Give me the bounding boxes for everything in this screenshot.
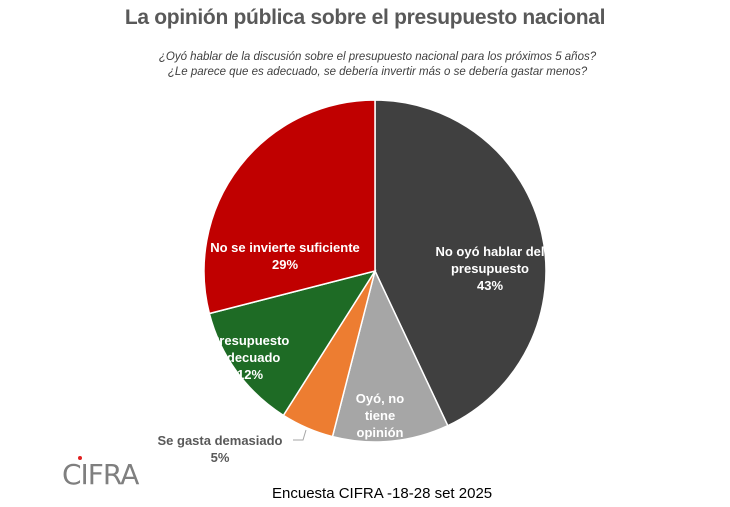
slice-value-label: 43%	[476, 278, 504, 293]
leader-line	[293, 429, 307, 441]
slice-label-text: No se invierte suficiente	[210, 240, 360, 255]
slice-value-label: 5%	[210, 450, 230, 465]
slice-label-text: Presupuesto adecuado	[210, 333, 290, 365]
slice-label-adecuado: Presupuesto adecuado 12%	[205, 332, 295, 383]
slice-label-no-oyo: No oyó hablar del presupuesto 43%	[420, 243, 560, 294]
slice-label-text: No oyó hablar del presupuesto	[435, 244, 545, 276]
chart-title: La opinión pública sobre el presupuesto …	[124, 6, 606, 29]
slice-label-sin-opinion: Oyó, no tiene opinión 11%	[330, 390, 430, 458]
pie-slice-4	[203, 99, 376, 315]
cifra-logo: CIFRA	[62, 456, 139, 491]
slice-label-text: Oyó, no tiene opinión	[355, 391, 405, 440]
chart-subtitle-line-2: ¿Le parece que es adecuado, se debería i…	[167, 66, 588, 78]
slice-value-label: 29%	[271, 257, 299, 272]
source-note: Encuesta CIFRA -18-28 set 2025	[272, 485, 493, 502]
slice-label-se-gasta-demasiado: Se gasta demasiado 5%	[150, 432, 290, 466]
pie-slice-1	[331, 268, 449, 443]
slice-label-no-invierte: No se invierte suficiente 29%	[205, 239, 365, 273]
slice-value-label: 12%	[236, 367, 264, 382]
chart-subtitle-line-1: ¿Oyó hablar de la discusión sobre el pre…	[158, 51, 597, 63]
pie-slice-0	[374, 99, 547, 427]
slice-value-label: 11%	[367, 442, 393, 457]
pie-slice-3	[208, 269, 377, 417]
logo-text: CIFRA	[62, 458, 139, 491]
slice-label-text: Se gasta demasiado	[157, 433, 283, 448]
